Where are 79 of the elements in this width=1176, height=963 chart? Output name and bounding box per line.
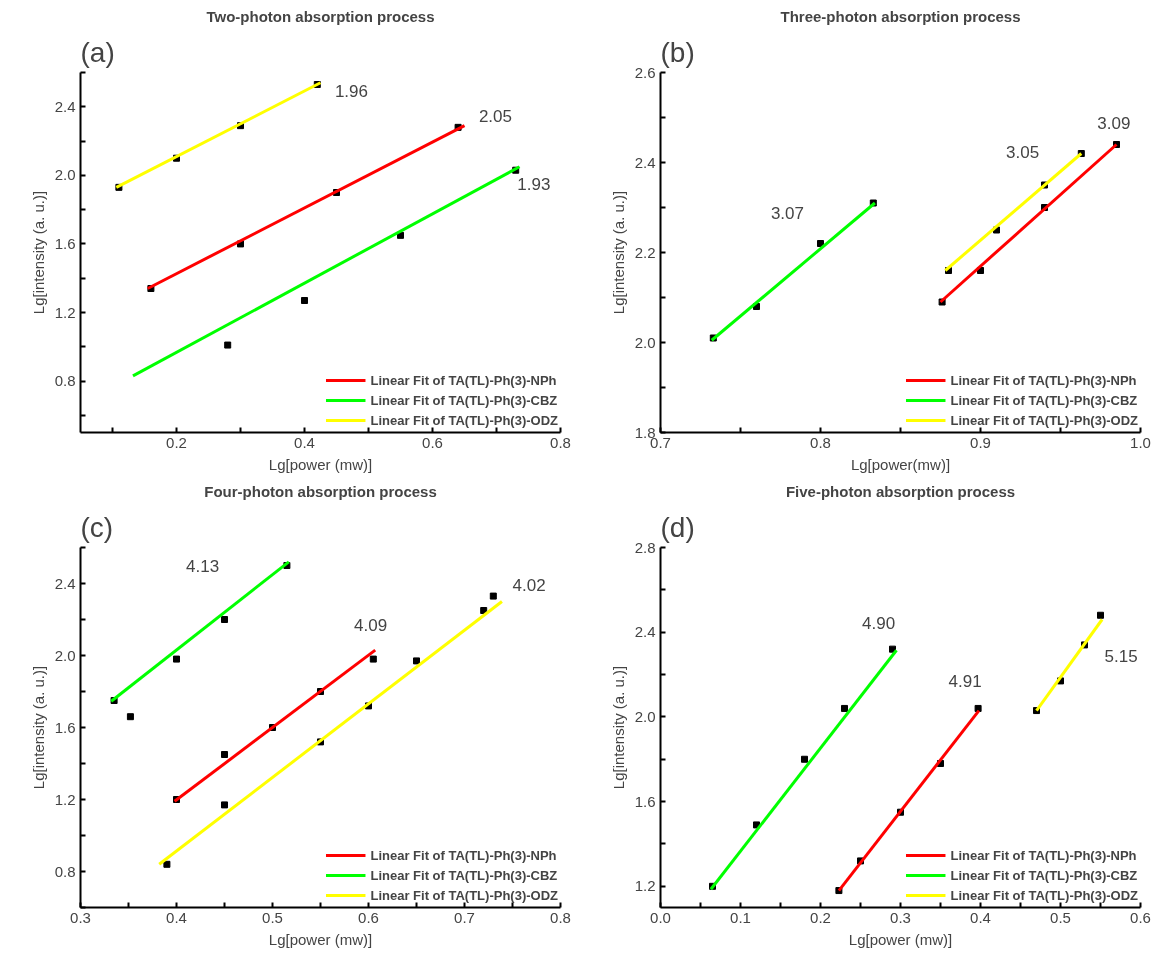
x-axis-title: Lg[power(mw)]	[850, 455, 951, 473]
y-tick-label: 2.0	[634, 333, 656, 351]
annotation: 1.96	[334, 81, 368, 101]
x-tick-label: 1.0	[1130, 433, 1151, 451]
y-tick-label: 1.2	[54, 790, 76, 808]
text: (c)	[80, 511, 114, 543]
x-tick-label: 0.6	[358, 908, 379, 926]
annotation: 5.15	[1104, 646, 1138, 666]
y-tick-label: 2.0	[54, 646, 76, 664]
y-tick-label: 1.2	[634, 877, 656, 895]
y-tick-label: 0.8	[54, 862, 76, 880]
x-tick-label: 0.3	[70, 908, 91, 926]
y-tick-label: 2.0	[634, 707, 656, 725]
legend-label: Linear Fit of TA(TL)-Ph(3)-ODZ	[950, 412, 1138, 428]
x-axis-title: Lg[power (mw)]	[268, 930, 373, 948]
legend-label: Linear Fit of TA(TL)-Ph(3)-NPh	[370, 847, 557, 863]
x-tick-label: 0.8	[550, 908, 571, 926]
annotation: 4.13	[186, 556, 220, 576]
y-tick-label: 2.8	[634, 538, 656, 556]
y-tick-label: 2.4	[54, 574, 76, 592]
chart-title: Two-photon absorption process	[206, 7, 435, 25]
y-tick-label: 2.4	[634, 623, 656, 641]
annotation: 4.02	[512, 576, 546, 596]
x-tick-label: 0.5	[262, 908, 283, 926]
x-tick-label: 0.4	[294, 433, 315, 451]
y-tick-label: 1.2	[54, 303, 76, 321]
annotation: 3.05	[1006, 142, 1040, 162]
y-axis-title: Lg[intensity (a. u.)]	[609, 190, 627, 315]
x-tick-label: 0.0	[650, 908, 671, 926]
x-tick-label: 0.5	[1050, 908, 1071, 926]
x-tick-label: 0.2	[810, 908, 831, 926]
text: (b)	[660, 36, 695, 68]
y-tick-label: 2.2	[634, 243, 656, 261]
annotation: 4.09	[354, 615, 388, 635]
x-tick-label: 0.3	[890, 908, 911, 926]
legend-label: Linear Fit of TA(TL)-Ph(3)-CBZ	[370, 867, 558, 883]
y-axis-title: Lg[intensity (a. u.)]	[609, 665, 627, 790]
y-tick-label: 2.6	[634, 63, 656, 81]
y-tick-label: 2.0	[54, 166, 76, 184]
x-tick-label: 0.8	[550, 433, 571, 451]
legend-label: Linear Fit of TA(TL)-Ph(3)-ODZ	[950, 887, 1138, 903]
y-tick-label: 1.6	[54, 234, 76, 252]
text: (a)	[80, 36, 115, 68]
y-tick-label: 1.6	[54, 718, 76, 736]
x-axis-title: Lg[power (mw)]	[268, 455, 373, 473]
annotation: 4.90	[862, 614, 896, 634]
legend-label: Linear Fit of TA(TL)-Ph(3)-ODZ	[370, 887, 558, 903]
chart-title: Three-photon absorption process	[780, 7, 1021, 25]
legend-label: Linear Fit of TA(TL)-Ph(3)-CBZ	[370, 392, 558, 408]
annotation: 3.07	[770, 203, 804, 223]
chart-title: Five-photon absorption process	[785, 482, 1016, 500]
legend-label: Linear Fit of TA(TL)-Ph(3)-NPh	[370, 372, 557, 388]
y-tick-label: 0.8	[54, 372, 76, 390]
x-tick-label: 0.8	[810, 433, 831, 451]
x-tick-label: 0.9	[970, 433, 991, 451]
y-axis-title: Lg[intensity (a. u.)]	[29, 190, 47, 315]
x-tick-label: 0.2	[166, 433, 187, 451]
legend-label: Linear Fit of TA(TL)-Ph(3)-ODZ	[370, 412, 558, 428]
y-axis-title: Lg[intensity (a. u.)]	[29, 665, 47, 790]
legend-label: Linear Fit of TA(TL)-Ph(3)-NPh	[950, 847, 1137, 863]
x-tick-label: 0.4	[970, 908, 991, 926]
annotation: 4.91	[948, 671, 982, 691]
y-tick-label: 1.6	[634, 792, 656, 810]
text: (d)	[660, 511, 695, 543]
x-tick-label: 0.6	[1130, 908, 1151, 926]
legend-label: Linear Fit of TA(TL)-Ph(3)-CBZ	[950, 867, 1138, 883]
annotation: 1.93	[517, 175, 551, 195]
chart-title: Four-photon absorption process	[204, 482, 437, 500]
annotation: 2.05	[478, 106, 512, 126]
legend-label: Linear Fit of TA(TL)-Ph(3)-CBZ	[950, 392, 1138, 408]
x-axis-title: Lg[power (mw)]	[848, 930, 953, 948]
x-tick-label: 0.4	[166, 908, 187, 926]
x-tick-label: 0.7	[454, 908, 475, 926]
y-tick-label: 2.4	[54, 97, 76, 115]
x-tick-label: 0.1	[730, 908, 751, 926]
legend-label: Linear Fit of TA(TL)-Ph(3)-NPh	[950, 372, 1137, 388]
y-tick-label: 2.4	[634, 153, 656, 171]
annotation: 3.09	[1097, 113, 1131, 133]
x-tick-label: 0.6	[422, 433, 443, 451]
